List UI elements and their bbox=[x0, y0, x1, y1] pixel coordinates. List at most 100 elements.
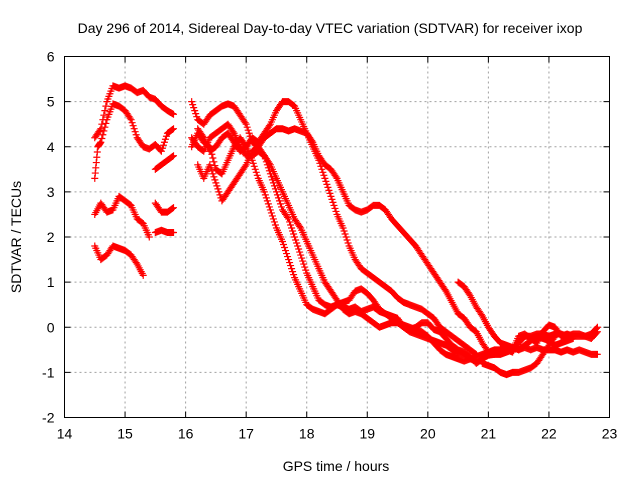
data-point bbox=[98, 134, 106, 142]
y-tick-label: 1 bbox=[47, 274, 55, 290]
data-point bbox=[272, 188, 280, 196]
data-point bbox=[318, 165, 326, 173]
data-point bbox=[249, 159, 257, 167]
data-point bbox=[276, 200, 284, 208]
x-tick-label: 20 bbox=[420, 426, 436, 442]
data-point bbox=[168, 153, 176, 161]
data-point bbox=[189, 101, 197, 109]
data-points bbox=[91, 82, 601, 379]
data-point bbox=[132, 131, 140, 139]
data-point bbox=[209, 154, 217, 162]
data-point bbox=[592, 329, 600, 337]
data-point bbox=[269, 215, 277, 223]
data-point bbox=[321, 174, 329, 182]
data-point bbox=[267, 173, 275, 181]
data-point bbox=[199, 132, 207, 140]
data-point bbox=[317, 162, 325, 170]
data-point bbox=[265, 159, 273, 167]
data-point bbox=[190, 104, 198, 112]
series-track-4 bbox=[151, 199, 177, 216]
data-point bbox=[215, 188, 223, 196]
data-point bbox=[279, 238, 286, 246]
y-tick-label: 5 bbox=[47, 94, 55, 110]
x-tick-label: 19 bbox=[359, 426, 375, 442]
data-point bbox=[102, 102, 110, 110]
y-axis-label: SDTVAR / TECUs bbox=[8, 181, 24, 293]
data-point bbox=[319, 168, 327, 176]
data-point bbox=[261, 191, 269, 199]
data-point bbox=[211, 162, 219, 170]
data-point bbox=[101, 107, 109, 115]
series-track-1 bbox=[91, 82, 177, 142]
x-tick-labels: 14 15 16 17 18 19 20 21 22 23 bbox=[57, 426, 618, 442]
data-point bbox=[593, 328, 601, 336]
data-point bbox=[214, 185, 222, 193]
data-point bbox=[344, 239, 352, 247]
data-point bbox=[265, 167, 273, 175]
data-point bbox=[343, 236, 351, 244]
data-point bbox=[284, 213, 292, 221]
y-tick-label: 0 bbox=[47, 319, 55, 335]
data-point bbox=[252, 168, 260, 176]
data-point bbox=[160, 138, 168, 146]
data-point bbox=[162, 132, 170, 140]
data-point bbox=[298, 254, 306, 262]
data-point bbox=[170, 110, 177, 118]
data-point bbox=[275, 197, 283, 205]
data-point bbox=[208, 167, 216, 175]
series-track-11 bbox=[188, 120, 480, 365]
data-point bbox=[290, 230, 298, 238]
data-point bbox=[207, 164, 215, 172]
data-point bbox=[192, 110, 200, 118]
data-point bbox=[213, 182, 221, 190]
x-tick-label: 23 bbox=[602, 426, 618, 442]
x-tick-label: 22 bbox=[541, 426, 557, 442]
series-track-14 bbox=[478, 332, 559, 379]
data-point bbox=[100, 127, 108, 135]
data-point bbox=[286, 259, 294, 267]
data-point bbox=[300, 260, 308, 268]
data-point bbox=[302, 266, 310, 274]
data-point bbox=[127, 116, 135, 124]
data-point bbox=[170, 204, 177, 212]
data-point bbox=[271, 221, 279, 229]
data-point bbox=[243, 123, 251, 131]
data-point bbox=[296, 248, 304, 256]
data-point bbox=[229, 128, 237, 136]
data-point bbox=[281, 244, 289, 252]
data-point bbox=[131, 128, 139, 136]
data-point bbox=[290, 271, 298, 279]
data-point bbox=[211, 176, 219, 184]
data-point bbox=[342, 233, 350, 241]
data-point bbox=[263, 197, 271, 205]
x-tick-label: 14 bbox=[57, 426, 73, 442]
data-point bbox=[191, 107, 199, 115]
data-point bbox=[293, 239, 301, 247]
data-point bbox=[297, 251, 305, 259]
data-point bbox=[100, 111, 108, 119]
y-tick-label: 2 bbox=[47, 229, 55, 245]
data-point bbox=[288, 224, 296, 232]
data-point bbox=[159, 141, 167, 149]
data-point bbox=[241, 162, 249, 170]
series-track-3 bbox=[91, 192, 153, 241]
data-point bbox=[332, 207, 340, 215]
data-point bbox=[126, 114, 134, 122]
data-point bbox=[285, 215, 293, 223]
data-point bbox=[250, 162, 258, 170]
series-track-2 bbox=[91, 100, 177, 182]
data-point bbox=[284, 253, 292, 261]
data-point bbox=[316, 159, 324, 167]
data-point bbox=[98, 120, 106, 128]
data-point bbox=[296, 222, 304, 230]
data-point bbox=[145, 233, 153, 241]
y-tick-label: -1 bbox=[42, 364, 55, 380]
data-point bbox=[262, 194, 270, 202]
data-point bbox=[266, 206, 274, 214]
x-tick-label: 17 bbox=[238, 426, 254, 442]
data-point bbox=[472, 357, 480, 365]
data-point bbox=[241, 119, 249, 127]
data-point bbox=[158, 144, 166, 152]
x-tick-label: 18 bbox=[299, 426, 315, 442]
